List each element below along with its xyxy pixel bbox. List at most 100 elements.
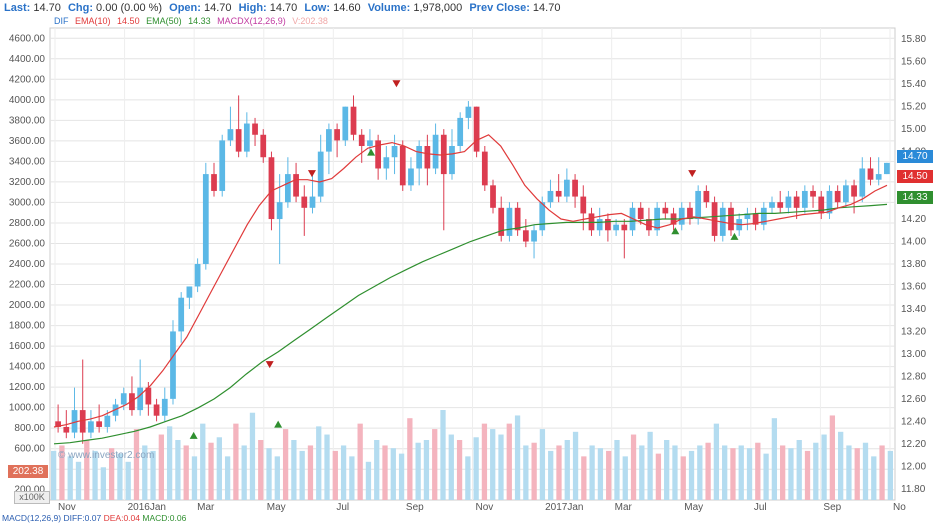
- x-tick-label: May: [684, 502, 703, 513]
- volume-bar: [664, 440, 670, 500]
- volume-bar: [349, 456, 355, 500]
- candle-body: [826, 190, 833, 214]
- candle-body: [219, 140, 226, 191]
- volume-value: 1,978,000: [413, 2, 463, 14]
- volume-bar: [680, 456, 686, 500]
- candle-body: [243, 123, 250, 152]
- candle-body: [202, 174, 209, 264]
- left-tick-label: 4000.00: [9, 95, 46, 106]
- volume-bar: [589, 445, 595, 500]
- price-tick-label: 13.00: [901, 349, 926, 360]
- volume-bar: [241, 445, 247, 500]
- ema10-badge: 14.50: [897, 170, 933, 183]
- candle-body: [358, 134, 365, 146]
- x-tick-label: Mar: [615, 502, 633, 513]
- chg-label: Chg:: [67, 2, 93, 14]
- volume-bar: [647, 431, 653, 500]
- candle-body: [129, 393, 135, 411]
- candle-body: [842, 185, 849, 203]
- candle-body: [79, 410, 86, 433]
- volume-bar: [332, 450, 338, 500]
- candle-body: [728, 207, 734, 231]
- volume-bar: [233, 423, 239, 500]
- candle-body: [63, 426, 70, 433]
- left-tick-label: 200.00: [14, 485, 45, 496]
- volume-bar: [481, 423, 488, 500]
- prev-close-value: 14.70: [532, 2, 561, 14]
- volume-bar: [548, 450, 554, 500]
- candle-body: [752, 213, 759, 225]
- candle-body: [178, 297, 185, 332]
- volume-bar: [382, 445, 388, 500]
- last-value: 14.70: [33, 2, 61, 14]
- volume-bar: [299, 450, 305, 500]
- candle-body: [194, 264, 201, 287]
- macd-label: MACD(12,26,9): [2, 513, 62, 523]
- volume-bar: [556, 445, 562, 500]
- left-tick-label: 4600.00: [9, 33, 46, 44]
- candle-body: [449, 146, 455, 175]
- watermark: © www.investor2.com: [58, 450, 155, 461]
- legend-ema50-value: 14.33: [188, 16, 211, 26]
- candle-body: [785, 196, 792, 208]
- price-tick-label: 12.80: [901, 371, 926, 382]
- price-tick-label: 12.20: [901, 439, 926, 450]
- x-tick-label: Nov: [58, 502, 76, 513]
- volume-bar: [506, 423, 512, 500]
- last-label: Last:: [4, 2, 31, 14]
- price-tick-label: 13.20: [901, 326, 926, 337]
- candle-body: [457, 117, 464, 146]
- volume-bar: [473, 437, 479, 500]
- buy-signal-marker: [189, 431, 198, 439]
- candle-body: [637, 207, 644, 220]
- volume-bar: [705, 442, 711, 500]
- volume-bar: [755, 442, 761, 500]
- volume-bar: [614, 440, 620, 500]
- buy-signal-marker: [367, 148, 376, 156]
- volume-bar: [390, 448, 396, 500]
- x-tick-label: Jul: [754, 502, 767, 513]
- volume-bar: [208, 442, 214, 500]
- volume-bar: [838, 431, 844, 500]
- volume-bar: [854, 448, 860, 500]
- left-tick-label: 2800.00: [9, 218, 46, 229]
- candle-body: [481, 151, 488, 186]
- volume-bar: [125, 461, 131, 500]
- volume-bar: [622, 456, 628, 500]
- candle-body: [834, 190, 841, 203]
- volume-bar: [291, 440, 297, 500]
- candle-body: [252, 123, 258, 135]
- candle-body: [170, 331, 176, 399]
- left-tick-label: 2200.00: [9, 280, 46, 291]
- candle-body: [161, 398, 168, 416]
- candle-body: [120, 393, 127, 405]
- volume-label: Volume:: [367, 2, 411, 14]
- price-tick-label: 13.40: [901, 304, 926, 315]
- ema50-line: [53, 203, 888, 445]
- sell-signal-marker: [307, 170, 316, 178]
- volume-bar: [324, 434, 330, 500]
- volume-bar: [51, 450, 57, 500]
- candle-body: [490, 185, 496, 208]
- volume-bar: [142, 445, 148, 500]
- volume-bar: [133, 429, 140, 500]
- candle-body: [350, 106, 357, 135]
- left-tick-label: 1600.00: [9, 341, 46, 352]
- buy-signal-marker: [730, 232, 739, 240]
- volume-bar: [887, 450, 893, 500]
- left-tick-label: 3400.00: [9, 156, 46, 167]
- price-tick-label: 11.80: [901, 484, 926, 495]
- volume-bar: [92, 450, 98, 500]
- legend-dif: DIF: [54, 16, 69, 26]
- volume-bar: [846, 445, 852, 500]
- price-tick-label: 12.00: [901, 461, 926, 472]
- x-tick-label: Nov: [476, 502, 494, 513]
- volume-bar: [75, 461, 82, 500]
- candle-body: [695, 190, 702, 220]
- candle-body: [326, 129, 332, 152]
- volume-bar: [606, 450, 612, 500]
- volume-bar: [788, 448, 794, 500]
- candle-body: [424, 146, 431, 169]
- candle-body: [547, 190, 554, 203]
- volume-bar: [357, 423, 363, 500]
